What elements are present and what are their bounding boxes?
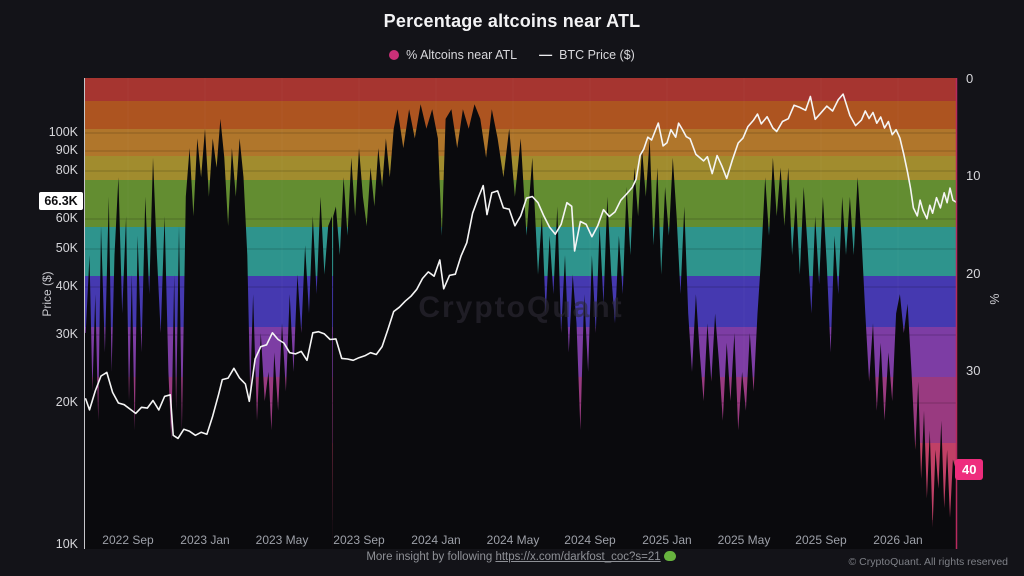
x-tick-label: 2025 May — [717, 533, 771, 547]
x-tick-label: 2023 May — [255, 533, 309, 547]
x-tick-label: 2022 Sep — [102, 533, 154, 547]
x-tick-label: 2024 May — [486, 533, 540, 547]
frog-emoji — [663, 551, 676, 561]
pct-tick-label: 0 — [966, 71, 974, 86]
copyright-text: © CryptoQuant. All rights reserved — [848, 556, 1008, 568]
btc-line-swatch-icon: — — [539, 47, 553, 62]
altcoin-area — [84, 104, 957, 549]
x-tick-label: 2024 Sep — [564, 533, 616, 547]
x-tick-label: 2026 Jan — [873, 533, 923, 547]
x-tick-label: 2023 Sep — [333, 533, 385, 547]
price-tick-label: 80K — [55, 163, 78, 177]
pct-tick-label: 30 — [966, 362, 981, 378]
footer-link[interactable]: https://x.com/darkfost_coc?s=21 — [495, 551, 661, 563]
pct-tick-label: 10 — [966, 168, 981, 184]
altcoin-series-dot-icon — [389, 49, 400, 60]
price-tick-label: 100K — [48, 125, 78, 139]
pct-axis-title: % — [988, 293, 1002, 305]
page-title: Percentage altcoins near ATL — [383, 11, 641, 31]
price-tick-label: 20K — [55, 395, 78, 409]
price-tick-label: 90K — [55, 143, 78, 157]
pct-tick-label: 20 — [966, 265, 981, 281]
price-tick-label: 40K — [55, 279, 78, 293]
legend: % Altcoins near ATL — BTC Price ($) — [0, 47, 1024, 62]
current-btc-price-badge: 66.3K — [39, 191, 83, 210]
price-tick-label: 50K — [55, 241, 78, 255]
footer-prefix: More insight by following — [366, 551, 493, 563]
price-tick-label: 60K — [55, 211, 78, 225]
current-pct-badge: 40 — [955, 459, 984, 481]
x-tick-label: 2025 Jan — [642, 533, 692, 547]
legend-btc-label: BTC Price ($) — [559, 47, 635, 62]
watermark: CryptoQuant — [418, 291, 623, 324]
price-tick-label: 30K — [55, 327, 78, 341]
x-tick-label: 2023 Jan — [180, 533, 230, 547]
plot-area: CryptoQuant — [84, 78, 957, 549]
x-tick-label: 2024 Jan — [411, 533, 461, 547]
x-tick-label: 2025 Sep — [795, 533, 847, 547]
price-tick-label: 10K — [55, 537, 78, 551]
legend-altcoin-label: % Altcoins near ATL — [406, 47, 518, 62]
footer-note: More insight by following https://x.com/… — [85, 551, 957, 563]
btc-line — [84, 93, 957, 440]
